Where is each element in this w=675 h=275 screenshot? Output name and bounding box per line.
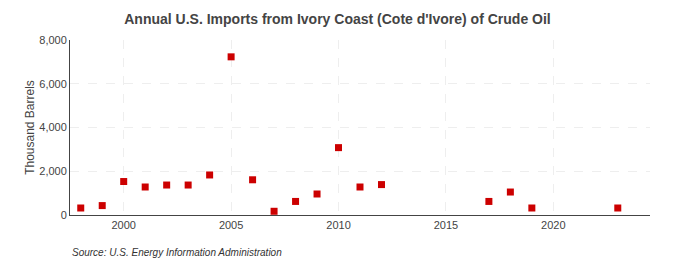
svg-text:2005: 2005 (219, 219, 243, 231)
svg-text:0: 0 (61, 209, 67, 221)
svg-text:Source: U.S. Energy Informatio: Source: U.S. Energy Information Administ… (72, 247, 282, 258)
svg-text:4,000: 4,000 (39, 121, 67, 133)
svg-text:2,000: 2,000 (39, 165, 67, 177)
svg-text:6,000: 6,000 (39, 78, 67, 90)
svg-text:8,000: 8,000 (39, 34, 67, 46)
svg-text:2020: 2020 (541, 219, 565, 231)
svg-text:2000: 2000 (111, 219, 135, 231)
svg-text:2015: 2015 (434, 219, 458, 231)
svg-text:2010: 2010 (326, 219, 350, 231)
svg-text:Annual U.S. Imports from Ivory: Annual U.S. Imports from Ivory Coast (Co… (124, 11, 550, 27)
svg-text:Thousand Barrels: Thousand Barrels (23, 80, 37, 175)
